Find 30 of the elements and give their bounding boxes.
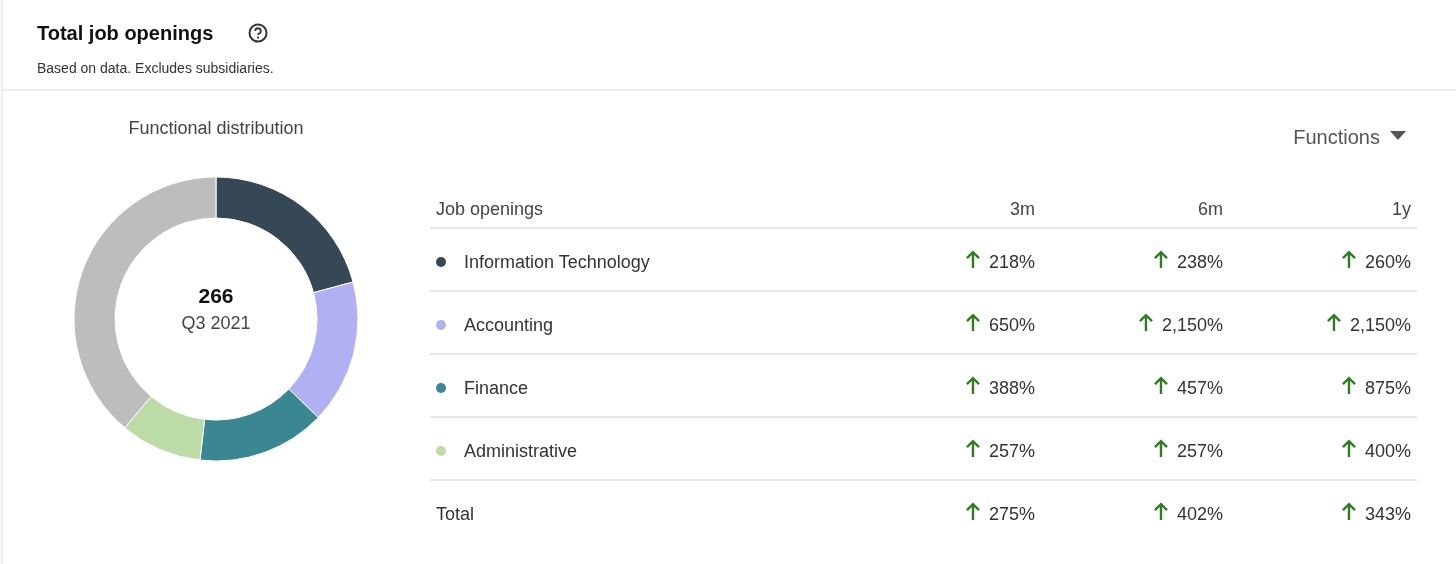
data-label: 343% — [1364, 504, 1411, 524]
data-label: 238% — [1176, 252, 1223, 272]
data-label: 2,150% — [1349, 315, 1411, 335]
text: 6m — [1197, 199, 1223, 219]
category-label: Finance — [464, 378, 529, 398]
text: Functional distribution — [128, 118, 304, 138]
text: 1y — [1391, 199, 1411, 219]
data-label: 2,150% — [1161, 315, 1223, 335]
text: Functions — [1293, 126, 1380, 148]
text: Job openings — [436, 199, 544, 219]
category-label: Administrative — [464, 441, 578, 461]
data-label: 650% — [988, 315, 1035, 335]
data-label: 257% — [1176, 441, 1223, 461]
data-label: 402% — [1176, 504, 1223, 524]
data-label: 257% — [988, 441, 1035, 461]
data-label: 400% — [1364, 441, 1411, 461]
text: 3m — [1009, 199, 1035, 219]
data-label: 275% — [988, 504, 1035, 524]
text: Q3 2021 — [181, 313, 251, 333]
data-label: 457% — [1176, 378, 1223, 398]
text: 266 — [198, 284, 234, 307]
category-label: Total — [436, 504, 475, 524]
category-label: Accounting — [464, 315, 554, 335]
category-label: Information Technology — [464, 252, 650, 272]
data-label: 260% — [1364, 252, 1411, 272]
data-label: 218% — [988, 252, 1035, 272]
chart-subtitle: Based on data. Excludes subsidiaries. — [37, 60, 274, 76]
data-label: 875% — [1364, 378, 1411, 398]
data-label: 388% — [988, 378, 1035, 398]
chart-title: Total job openings — [37, 22, 214, 44]
